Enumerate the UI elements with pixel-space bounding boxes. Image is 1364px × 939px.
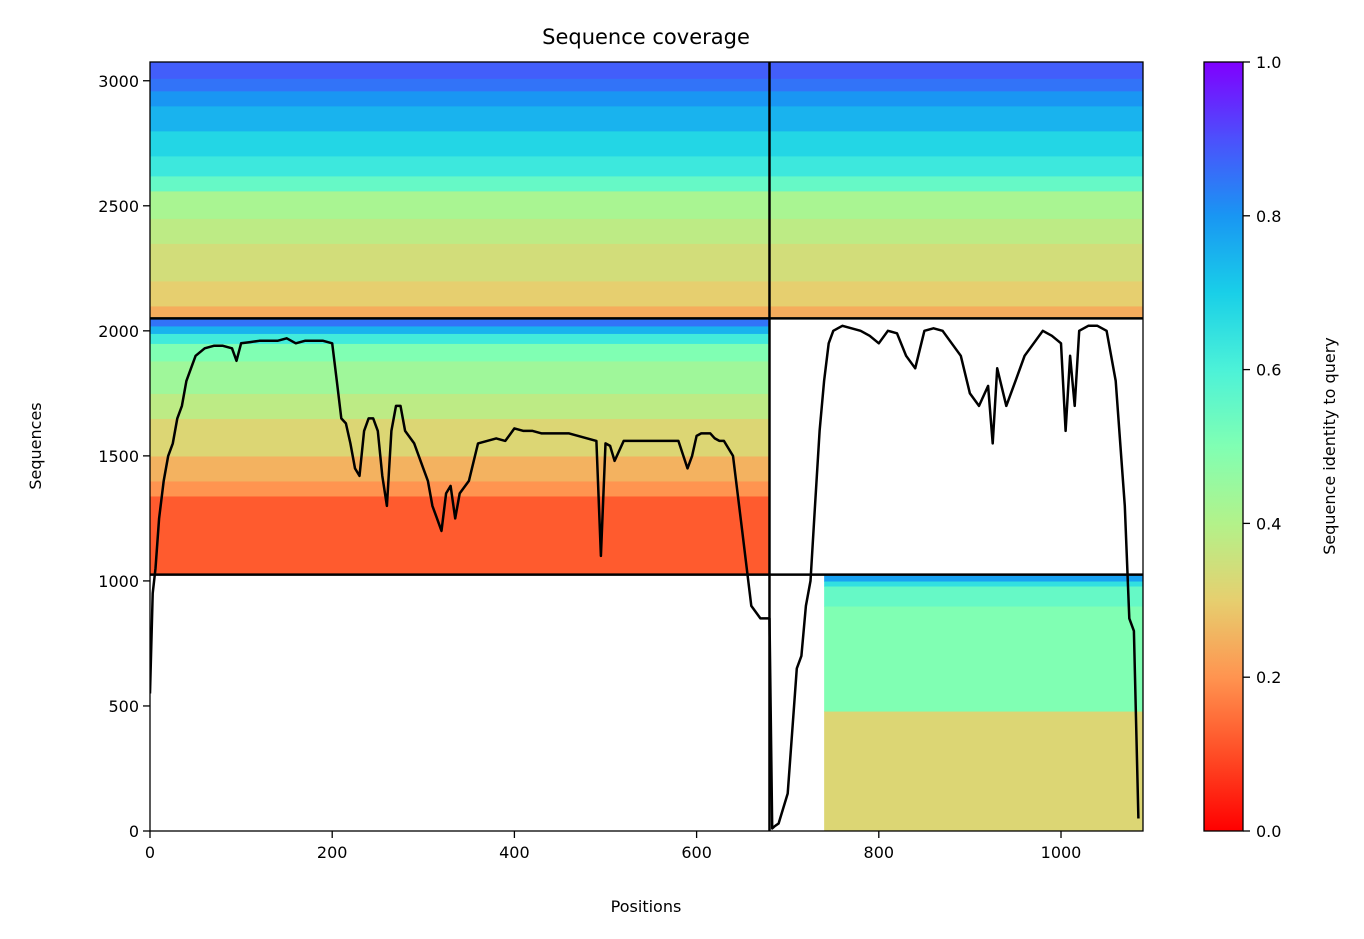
coverage-line bbox=[150, 324, 1140, 830]
heatmap-band bbox=[150, 243, 770, 282]
y-tick-label: 2000 bbox=[98, 322, 139, 341]
heatmap-band bbox=[769, 243, 1143, 282]
x-tick-label: 400 bbox=[499, 843, 530, 862]
heatmap-band bbox=[150, 62, 770, 79]
y-axis-ticks: 0 500 1000 1500 2000 2500 3000 bbox=[98, 72, 150, 841]
y-tick-label: 0 bbox=[129, 822, 139, 841]
heatmap-band bbox=[824, 574, 1143, 582]
heatmap-block-chain-A-unpaired bbox=[150, 318, 770, 576]
heatmap-band bbox=[150, 343, 770, 362]
heatmap-band bbox=[769, 90, 1143, 107]
x-axis-label: Positions bbox=[611, 897, 682, 916]
heatmap-band bbox=[769, 62, 1143, 79]
x-tick-label: 0 bbox=[145, 843, 155, 862]
heatmap-band bbox=[150, 105, 770, 132]
heatmap-band bbox=[150, 333, 770, 344]
colorbar-label: Sequence identity to query bbox=[1320, 337, 1339, 554]
heatmap-band bbox=[769, 105, 1143, 132]
heatmap-band bbox=[769, 78, 1143, 92]
heatmap-band bbox=[150, 393, 770, 419]
heatmap-band bbox=[150, 280, 770, 307]
x-tick-label: 200 bbox=[317, 843, 348, 862]
colorbar-tick-label: 0.6 bbox=[1256, 361, 1281, 380]
colorbar-tick-label: 0.4 bbox=[1256, 514, 1281, 533]
heatmap-band bbox=[150, 418, 770, 457]
heatmap-band bbox=[150, 175, 770, 192]
y-axis-label: Sequences bbox=[26, 402, 45, 489]
heatmap-band bbox=[150, 305, 770, 319]
heatmap-band bbox=[769, 305, 1143, 319]
heatmap-band bbox=[824, 580, 1143, 587]
chart-title: Sequence coverage bbox=[542, 25, 750, 49]
heatmap-band bbox=[150, 155, 770, 177]
y-tick-label: 2500 bbox=[98, 197, 139, 216]
heatmap-band bbox=[150, 190, 770, 219]
y-tick-label: 500 bbox=[108, 697, 139, 716]
y-tick-label: 1000 bbox=[98, 572, 139, 591]
heatmap-block-chain-B-unpaired bbox=[824, 574, 1143, 831]
heatmap-band bbox=[769, 218, 1143, 244]
heatmap-band bbox=[824, 605, 1143, 712]
heatmap-band bbox=[150, 130, 770, 157]
heatmap-band bbox=[824, 585, 1143, 607]
heatmap-band bbox=[150, 318, 770, 327]
heatmap-band bbox=[769, 155, 1143, 177]
y-tick-label: 1500 bbox=[98, 447, 139, 466]
x-tick-label: 1000 bbox=[1041, 843, 1082, 862]
coverage-heatmap bbox=[150, 62, 1143, 831]
x-tick-label: 600 bbox=[681, 843, 712, 862]
colorbar-tick-label: 0.2 bbox=[1256, 668, 1281, 687]
x-axis-ticks: 0 200 400 600 800 1000 bbox=[145, 831, 1081, 862]
colorbar bbox=[1203, 61, 1244, 832]
heatmap-band bbox=[769, 175, 1143, 192]
heatmap-band bbox=[150, 455, 770, 482]
heatmap-band bbox=[150, 495, 770, 576]
plot-frame bbox=[149, 61, 1144, 832]
heatmap-band bbox=[150, 480, 770, 497]
heatmap-band bbox=[769, 280, 1143, 307]
heatmap-band bbox=[769, 130, 1143, 157]
heatmap-block-chain-B-paired bbox=[769, 62, 1143, 319]
heatmap-band bbox=[769, 190, 1143, 219]
colorbar-tick-label: 1.0 bbox=[1256, 53, 1281, 72]
heatmap-block-chain-A-paired bbox=[150, 62, 770, 319]
coverage-line-layer bbox=[150, 324, 1140, 830]
heatmap-band bbox=[150, 325, 770, 334]
heatmap-band bbox=[150, 90, 770, 107]
heatmap-band bbox=[150, 360, 770, 394]
chain-separators bbox=[150, 62, 1143, 831]
y-tick-label: 3000 bbox=[98, 72, 139, 91]
colorbar-ticks: 0.0 0.2 0.4 0.6 0.8 1.0 bbox=[1243, 53, 1281, 841]
colorbar-tick-label: 0.0 bbox=[1256, 822, 1281, 841]
colorbar-tick-label: 0.8 bbox=[1256, 207, 1281, 226]
heatmap-band bbox=[150, 78, 770, 92]
x-tick-label: 800 bbox=[864, 843, 895, 862]
heatmap-band bbox=[824, 710, 1143, 831]
heatmap-band bbox=[150, 218, 770, 244]
